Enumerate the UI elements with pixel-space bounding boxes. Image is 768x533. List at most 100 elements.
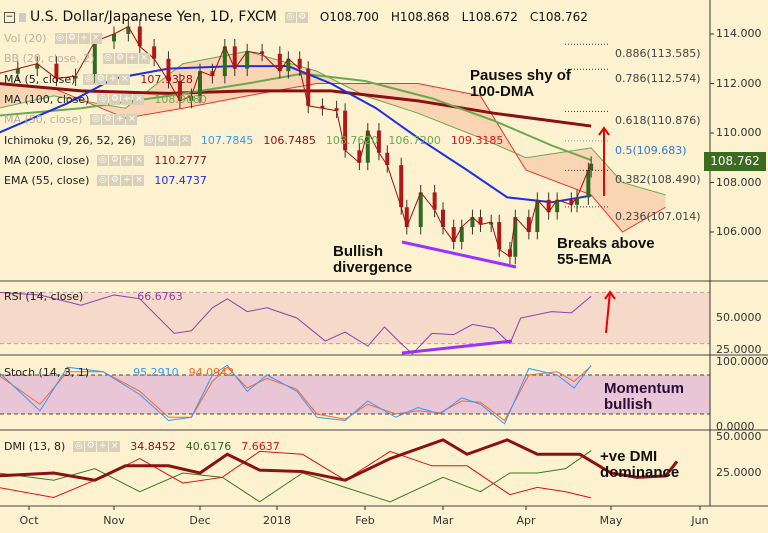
rsi-value: 66.6763 xyxy=(137,290,183,303)
indicator-buttons[interactable]: ◎ ⚙ + × xyxy=(97,154,145,166)
x-tick-label: Mar xyxy=(432,514,454,527)
indicator-legend[interactable]: MA (50, close) ◎ ⚙ + × xyxy=(4,113,138,126)
candle xyxy=(497,222,502,250)
x-tick-label: Jun xyxy=(691,514,709,527)
fib-label: 0.786(112.574) xyxy=(615,72,701,86)
candle xyxy=(152,46,157,59)
indicator-buttons[interactable]: ◎ ⚙ + × xyxy=(102,53,150,65)
annotation-breaks: Breaks above 55-EMA xyxy=(557,235,655,268)
indicator-value: 107.4737 xyxy=(154,174,207,188)
candle xyxy=(222,46,227,77)
arrow-head xyxy=(598,126,610,136)
gear-icon: ⚙ xyxy=(109,175,121,187)
x-tick-label: Apr xyxy=(516,514,536,527)
candle xyxy=(15,68,20,74)
last-price-label: 108.762 xyxy=(704,152,766,171)
indicator-name: EMA (55, close) xyxy=(4,174,90,188)
candle xyxy=(385,152,390,166)
indicator-buttons[interactable]: ◎ ⚙ + × xyxy=(90,114,138,126)
close-icon: × xyxy=(133,154,145,166)
fib-label: 0.618(110.876) xyxy=(615,114,701,128)
candle xyxy=(526,217,531,232)
ohlc-low: L108.672 xyxy=(461,10,518,24)
candle xyxy=(137,26,142,47)
rsi-legend[interactable]: RSI (14, close) 66.6763 xyxy=(4,290,183,303)
gear-icon: ⚙ xyxy=(102,114,114,126)
gear-icon: ⚙ xyxy=(296,11,308,23)
x-tick-label: Feb xyxy=(355,514,375,527)
dmi-legend[interactable]: DMI (13, 8) ◎ ⚙ + × 34.8452 40.6176 7.6637 xyxy=(4,440,280,453)
candle xyxy=(198,71,202,96)
eye-icon: ◎ xyxy=(83,73,95,85)
add-icon: + xyxy=(114,114,126,126)
indicator-legend[interactable]: Ichimoku (9, 26, 52, 26) ◎ ⚙ + × 107.7845 106.… xyxy=(4,134,503,147)
indicator-value: 106.7200 xyxy=(388,133,441,147)
indicator-value: 107.9328 xyxy=(140,72,193,86)
collapse-icon[interactable]: − xyxy=(4,11,15,23)
candle xyxy=(478,217,483,225)
indicator-legend[interactable]: MA (100, close) ◎ ⚙ + × 108.9080 xyxy=(4,93,207,106)
indicator-name: Vol (20) xyxy=(4,32,47,45)
symbol-buttons[interactable]: ◎ ⚙ xyxy=(284,11,308,23)
eye-icon: ◎ xyxy=(97,175,109,187)
indicator-buttons[interactable]: ◎ ⚙ + × xyxy=(83,73,131,85)
indicator-name: MA (100, close) xyxy=(4,92,90,106)
ohlc-close: C108.762 xyxy=(529,10,588,24)
candle xyxy=(451,227,456,242)
indicator-buttons[interactable]: ◎ ⚙ + × xyxy=(143,134,191,146)
x-tick-label: Dec xyxy=(189,514,211,527)
rsi-label: RSI (14, close) xyxy=(4,290,84,303)
dmi-buttons[interactable]: ◎ ⚙ + × xyxy=(73,441,121,452)
arrow-head xyxy=(604,290,616,300)
stoch-tick-label: 0.0000 xyxy=(716,420,755,433)
candle xyxy=(35,63,40,69)
eye-icon: ◎ xyxy=(90,114,102,126)
adx-value: 34.8452 xyxy=(130,440,176,453)
x-tick-label: Nov xyxy=(103,514,125,527)
gear-icon: ⚙ xyxy=(109,154,121,166)
indicator-buttons[interactable]: ◎ ⚙ + × xyxy=(54,33,102,44)
indicator-name: Ichimoku (9, 26, 52, 26) xyxy=(4,133,136,147)
candle xyxy=(586,170,591,198)
close-icon: × xyxy=(138,53,150,65)
y-tick-label: 112.000 xyxy=(716,76,762,90)
candle xyxy=(166,58,171,82)
eye-icon: ◎ xyxy=(97,154,109,166)
divergence-line-rsi xyxy=(401,339,513,355)
candle xyxy=(546,199,551,213)
plus-di-value: 40.6176 xyxy=(185,440,232,453)
close-icon: × xyxy=(90,33,102,44)
candle xyxy=(297,58,302,69)
gear-icon: ⚙ xyxy=(114,53,126,65)
candle xyxy=(404,207,409,228)
eye-icon: ◎ xyxy=(102,53,114,65)
eye-icon: ◎ xyxy=(97,93,109,105)
candle xyxy=(92,41,97,77)
dmi-label: DMI (13, 8) xyxy=(4,440,66,453)
add-icon: + xyxy=(121,154,133,166)
candle xyxy=(232,46,237,69)
candle xyxy=(189,95,194,101)
candle xyxy=(418,192,423,228)
candle xyxy=(399,165,404,208)
up-arrow-icon xyxy=(605,291,611,334)
close-icon: × xyxy=(133,175,145,187)
dmi-tick-label: 25.0000 xyxy=(716,466,762,479)
indicator-legend[interactable]: MA (200, close) ◎ ⚙ + × 110.2777 xyxy=(4,154,207,167)
stoch-k-value: 95.2910 xyxy=(133,366,179,379)
indicator-legend[interactable]: BB (20, close, 2) ◎ ⚙ + × xyxy=(4,52,150,65)
stoch-legend[interactable]: Stoch (14, 3, 1) 95.2910 94.0942 xyxy=(4,366,234,379)
indicator-legend[interactable]: MA (5, close) ◎ ⚙ + × 107.9328 xyxy=(4,73,193,86)
candle xyxy=(555,199,560,213)
adx-line xyxy=(0,438,679,482)
rsi-tick-label: 25.0000 xyxy=(716,343,762,356)
rsi-line xyxy=(0,292,592,355)
indicator-buttons[interactable]: ◎ ⚙ + × xyxy=(97,93,145,105)
indicator-legend[interactable]: EMA (55, close) ◎ ⚙ + × 107.4737 xyxy=(4,174,207,187)
indicator-buttons[interactable]: ◎ ⚙ + × xyxy=(97,175,145,187)
rsi-band xyxy=(0,292,710,344)
ma200-line xyxy=(0,82,592,128)
indicator-legend[interactable]: Vol (20) ◎ ⚙ + × xyxy=(4,32,102,45)
candle xyxy=(365,130,370,163)
